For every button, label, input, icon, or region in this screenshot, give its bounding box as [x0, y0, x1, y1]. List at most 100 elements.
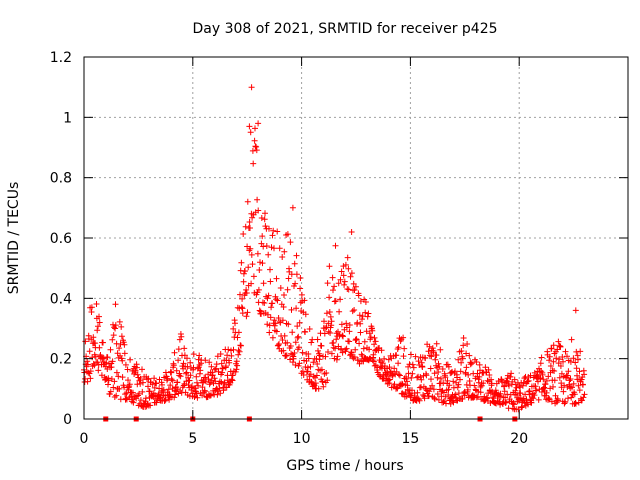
data-point [399, 390, 406, 397]
data-point [217, 351, 224, 357]
data-point [438, 375, 444, 382]
data-point [351, 354, 358, 360]
data-point [88, 304, 95, 311]
data-point [136, 390, 143, 397]
data-point [357, 298, 364, 305]
data-point [445, 363, 452, 370]
data-point [140, 379, 146, 386]
data-point [391, 365, 398, 372]
data-point [551, 368, 558, 374]
data-point [282, 353, 289, 359]
data-point [352, 346, 359, 353]
data-point [183, 370, 189, 377]
data-point [559, 354, 566, 360]
data-point [355, 292, 362, 299]
data-point [314, 361, 321, 367]
data-point [193, 373, 200, 380]
data-point [512, 387, 519, 394]
data-point [247, 225, 253, 231]
data-point [291, 260, 298, 267]
data-point [96, 313, 102, 320]
data-point [103, 359, 110, 366]
data-point [256, 307, 263, 314]
data-point [339, 349, 346, 356]
data-point [113, 392, 120, 399]
data-point [458, 359, 465, 366]
data-point [423, 372, 430, 379]
data-point [332, 298, 339, 304]
data-point [346, 338, 353, 345]
data-point [273, 296, 280, 303]
data-point [291, 350, 298, 356]
data-point [176, 336, 183, 343]
data-point [238, 342, 244, 349]
data-point [84, 361, 91, 368]
data-point [579, 397, 585, 404]
data-point [327, 330, 334, 336]
data-point [261, 300, 268, 306]
data-point [82, 338, 89, 345]
data-point [345, 286, 352, 293]
data-point [211, 366, 218, 373]
data-point [297, 285, 304, 292]
data-point [175, 346, 182, 353]
data-point [312, 380, 319, 387]
data-point [533, 387, 540, 394]
data-point [281, 292, 287, 298]
data-point [362, 309, 369, 316]
data-point [175, 357, 182, 364]
x-tick-label: 15 [401, 431, 419, 447]
data-point [105, 377, 112, 384]
data-point [415, 358, 422, 365]
data-point [565, 395, 571, 402]
data-point [393, 352, 400, 359]
data-point [420, 392, 427, 398]
data-point [341, 281, 348, 288]
y-tick-label: 0.4 [50, 291, 72, 307]
data-point [573, 365, 580, 372]
data-point [570, 380, 577, 387]
data-point [531, 392, 538, 399]
data-point [366, 346, 373, 353]
data-point [427, 365, 434, 372]
data-point [292, 339, 299, 346]
data-point [298, 291, 305, 298]
data-point [351, 307, 358, 313]
y-tick-label: 1.2 [50, 50, 72, 66]
data-point [416, 397, 423, 404]
data-point [239, 295, 246, 302]
data-point [205, 376, 212, 383]
data-point [370, 358, 377, 365]
data-point [123, 395, 130, 402]
data-point [477, 384, 484, 390]
data-point [251, 137, 258, 144]
data-point [457, 376, 463, 383]
data-point [235, 329, 242, 336]
data-point [502, 394, 509, 401]
data-point [279, 317, 286, 324]
data-point [463, 364, 470, 371]
data-point [322, 353, 329, 360]
data-point [556, 356, 563, 363]
data-point [130, 389, 136, 396]
data-point [273, 275, 280, 282]
data-point [294, 323, 301, 330]
data-point [346, 322, 353, 328]
data-point [118, 333, 125, 340]
data-point [337, 296, 344, 303]
data-point [209, 372, 216, 379]
data-point [405, 363, 412, 370]
data-point [244, 243, 251, 250]
data-point [378, 347, 385, 354]
data-point [267, 314, 274, 321]
data-point [330, 287, 336, 294]
data-point [292, 280, 299, 287]
data-point [243, 286, 250, 293]
data-point [126, 381, 133, 388]
data-point [577, 348, 584, 355]
data-point [127, 356, 134, 363]
data-point [174, 379, 181, 386]
data-point [240, 231, 247, 237]
data-point [567, 376, 574, 382]
data-point [310, 373, 317, 380]
